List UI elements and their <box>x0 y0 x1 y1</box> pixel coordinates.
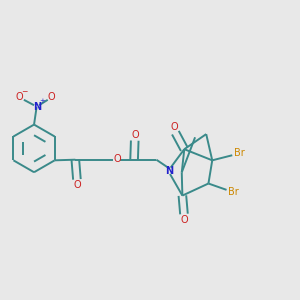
Text: N: N <box>165 166 173 176</box>
Text: O: O <box>181 215 188 225</box>
Text: O: O <box>16 92 24 102</box>
Text: +: + <box>39 98 45 104</box>
Text: Br: Br <box>234 148 245 158</box>
Text: −: − <box>21 87 28 96</box>
Text: N: N <box>34 102 42 112</box>
Text: O: O <box>131 130 139 140</box>
Text: O: O <box>47 92 55 102</box>
Text: Br: Br <box>229 187 239 197</box>
Text: O: O <box>74 180 81 190</box>
Text: O: O <box>170 122 178 132</box>
Text: O: O <box>113 154 121 164</box>
